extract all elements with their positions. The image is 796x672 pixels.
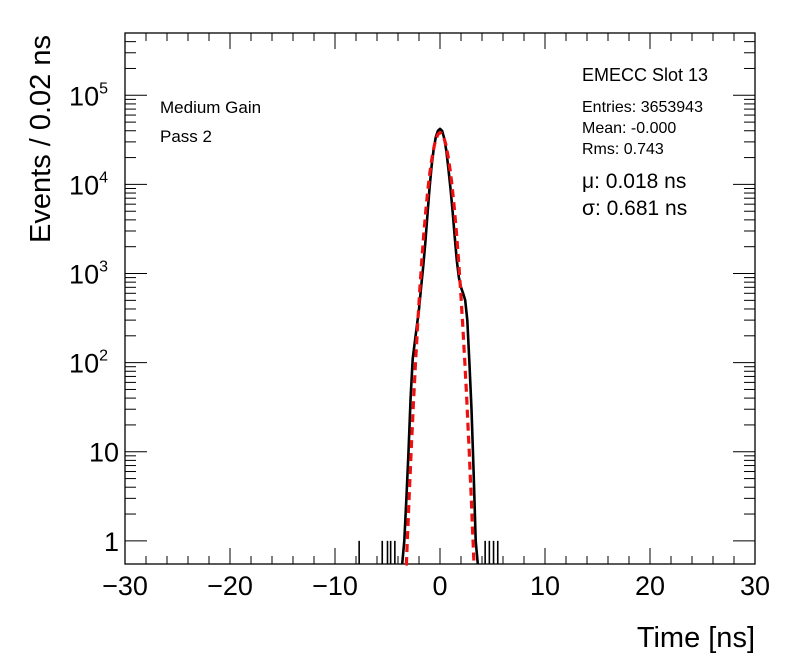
y-axis-title: Events / 0.02 ns: [25, 35, 57, 243]
histogram-line: [400, 127, 480, 565]
x-tick-label: 10: [530, 571, 560, 601]
x-tick-label: −30: [102, 571, 148, 601]
fit-sigma: σ: 0.681 ns: [582, 197, 687, 220]
gain-label: Medium Gain: [160, 98, 261, 117]
gaussian-fit-line: [404, 131, 476, 566]
x-tick-label: 0: [432, 571, 447, 601]
entries-stat: Entries: 3653943: [582, 99, 703, 116]
pass-label: Pass 2: [160, 127, 212, 146]
x-axis-title: Time [ns]: [637, 622, 755, 654]
fit-mu: μ: 0.018 ns: [582, 170, 686, 193]
rms-stat: Rms: 0.743: [582, 141, 664, 158]
x-tick-label: −10: [312, 571, 358, 601]
y-tick-label: 10: [89, 438, 119, 468]
x-tick-label: 20: [635, 571, 665, 601]
y-tick-label: 103: [69, 259, 108, 290]
y-tick-label: 104: [69, 169, 108, 200]
slot-title: EMECC Slot 13: [582, 65, 708, 85]
x-axis-ticks: −30 −20 −10 0 10 20 30: [102, 33, 770, 601]
x-tick-label: −20: [207, 571, 253, 601]
y-tick-label: 105: [69, 80, 108, 111]
gaussian-fit-series: [404, 131, 476, 566]
y-tick-label: 1: [104, 527, 119, 557]
x-tick-label: 30: [740, 571, 770, 601]
y-tick-label: 102: [69, 348, 108, 379]
mean-stat: Mean: -0.000: [582, 120, 676, 137]
histogram-series: [358, 127, 499, 565]
